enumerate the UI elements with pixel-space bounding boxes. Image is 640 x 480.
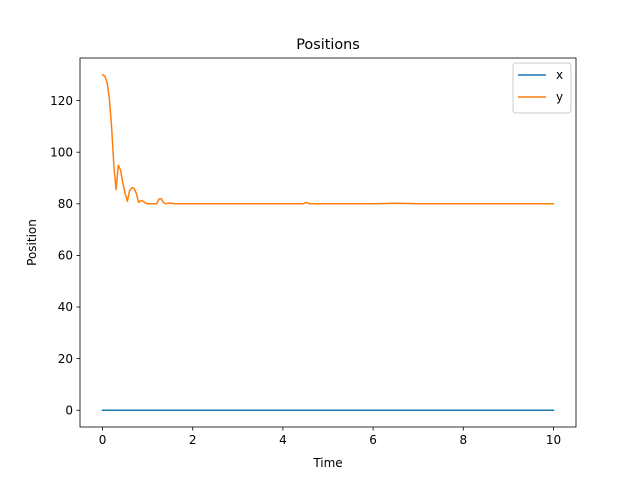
x-axis-title: Time [312,456,342,470]
y-tick-label: 80 [58,197,73,211]
y-tick-label: 100 [50,145,73,159]
x-tick-label: 4 [279,433,287,447]
x-tick-label: 10 [546,433,561,447]
chart-title: Positions [296,37,360,53]
y-axis-title: Position [25,219,39,266]
series-layer [101,73,555,411]
y-tick-label: 0 [65,403,73,417]
plot-frame [79,57,577,428]
y-tick-label: 20 [58,352,73,366]
x-tick-label: 0 [99,433,107,447]
legend-label-x: x [556,68,563,82]
y-tick-label: 60 [58,249,73,263]
legend: xy [512,62,572,114]
legend-label-y: y [556,90,563,104]
y-tick-label: 40 [58,300,73,314]
x-tick-label: 8 [459,433,467,447]
y-tick-label: 120 [50,94,73,108]
series-line-y [101,73,555,205]
x-tick-label: 6 [369,433,377,447]
x-tick-label: 2 [189,433,197,447]
